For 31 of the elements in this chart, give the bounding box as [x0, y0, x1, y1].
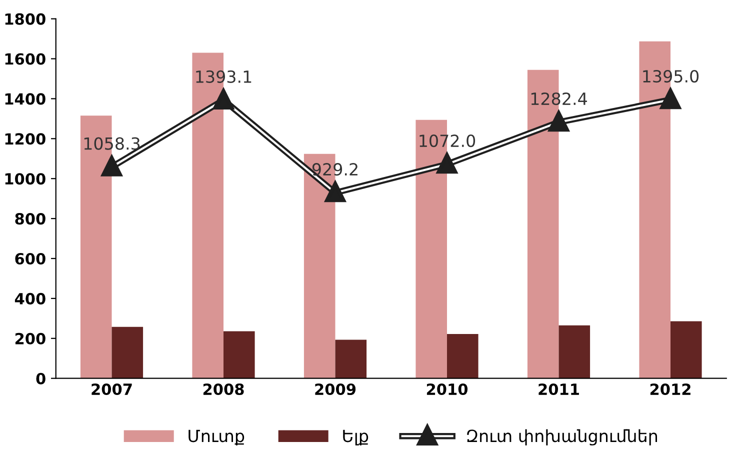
x-tick-label: 2012 — [650, 383, 690, 396]
bar — [335, 340, 367, 378]
y-tick-label: 200 — [15, 332, 46, 344]
x-tick-label: 2009 — [315, 383, 356, 396]
y-tick-label: 600 — [15, 252, 46, 265]
y-tick-label: 1400 — [5, 93, 46, 105]
data-label: 1058.3 — [84, 137, 140, 150]
y-tick-label: 800 — [15, 213, 46, 225]
bar — [447, 334, 478, 378]
data-label: 1393.1 — [196, 70, 252, 83]
legend-label: Մուտք — [188, 430, 244, 446]
x-tick-label: 2010 — [426, 383, 468, 396]
data-label: 929.2 — [312, 163, 358, 176]
x-tick-label: 2011 — [538, 383, 579, 396]
x-tick-label: 2008 — [203, 383, 244, 396]
y-tick-label: 1800 — [5, 13, 46, 25]
data-label: 1395.0 — [643, 70, 699, 83]
x-tick-label: 2007 — [92, 383, 132, 396]
legend-label: Զուտ փոխանցումներ — [467, 429, 657, 446]
y-tick-label: 1600 — [5, 53, 46, 65]
y-tick-label: 0 — [36, 372, 46, 384]
y-tick-label: 1000 — [5, 173, 46, 185]
bar — [558, 325, 590, 378]
legend-label: Ելք — [343, 430, 368, 446]
data-label: 1282.4 — [531, 92, 587, 106]
y-tick-label: 1200 — [5, 133, 46, 145]
bar — [112, 326, 144, 378]
y-tick-label: 400 — [14, 292, 46, 304]
bar — [670, 321, 702, 378]
data-label: 1072.0 — [420, 134, 476, 148]
bar — [224, 331, 255, 378]
